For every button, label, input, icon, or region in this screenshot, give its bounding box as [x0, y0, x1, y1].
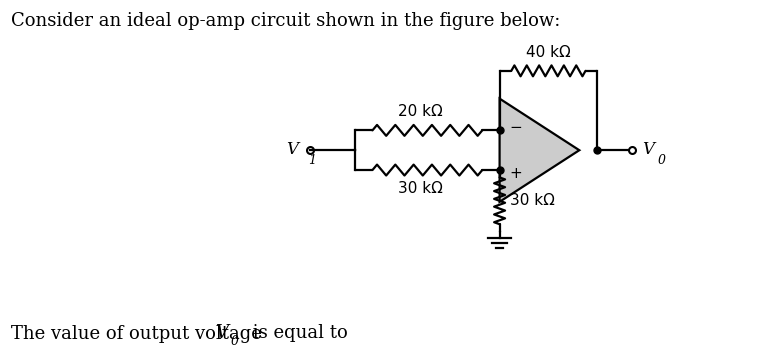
Text: 0: 0 [658, 154, 666, 166]
Text: +: + [510, 165, 523, 181]
Text: 30 kΩ: 30 kΩ [510, 193, 554, 208]
Text: Consider an ideal op-amp circuit shown in the figure below:: Consider an ideal op-amp circuit shown i… [12, 12, 560, 30]
Text: V: V [642, 141, 654, 158]
Text: −: − [510, 120, 523, 135]
Text: V: V [286, 141, 298, 158]
Text: 40 kΩ: 40 kΩ [526, 45, 571, 60]
Text: 1: 1 [308, 154, 317, 166]
Text: V: V [215, 324, 228, 342]
Text: The value of output voltage: The value of output voltage [12, 325, 268, 343]
Text: is equal to: is equal to [247, 324, 347, 342]
Text: 20 kΩ: 20 kΩ [398, 104, 442, 120]
Text: 0: 0 [231, 335, 239, 348]
Polygon shape [499, 99, 579, 202]
Text: 30 kΩ: 30 kΩ [398, 181, 442, 196]
